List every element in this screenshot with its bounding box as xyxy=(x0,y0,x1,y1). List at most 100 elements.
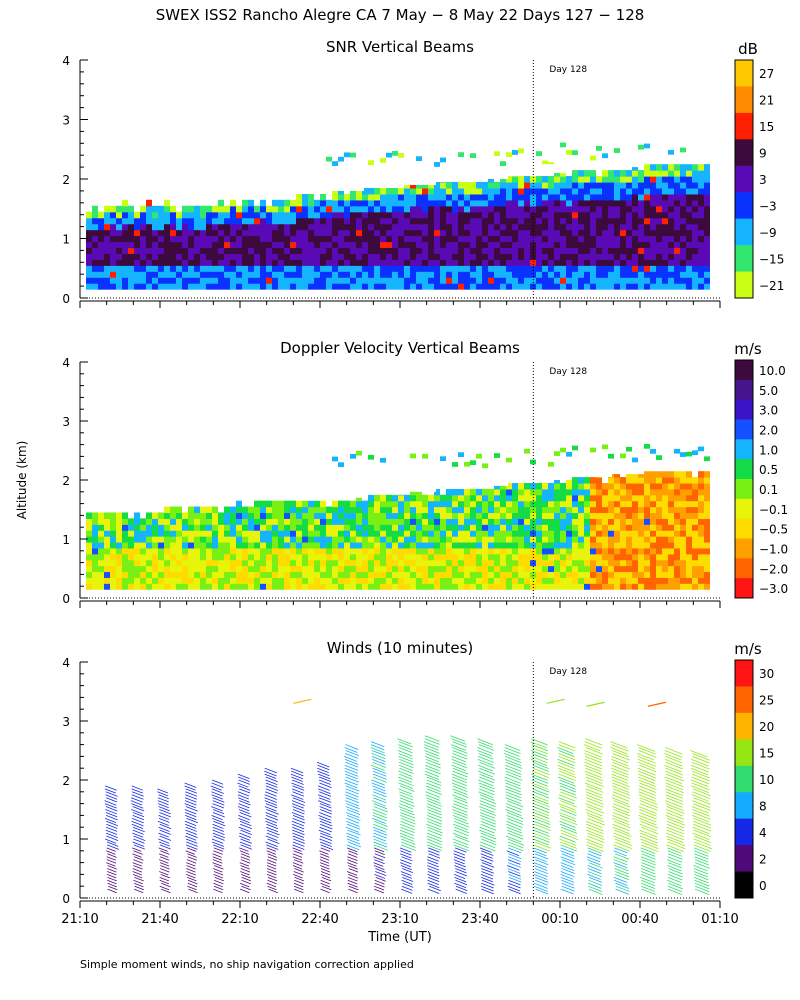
heatmap-cell xyxy=(194,571,200,578)
heatmap-cell xyxy=(596,199,602,207)
wind-barb xyxy=(507,841,524,849)
heatmap-cell xyxy=(602,223,608,231)
heatmap-cell xyxy=(164,524,170,531)
heatmap-cell xyxy=(650,494,656,502)
heatmap-cell xyxy=(152,205,158,213)
heatmap-cell xyxy=(230,547,236,555)
heatmap-cell xyxy=(176,577,182,584)
heatmap-cell xyxy=(350,271,356,278)
heatmap-gap xyxy=(476,477,484,486)
heatmap-cell xyxy=(212,247,218,254)
heatmap-cell xyxy=(554,193,560,201)
heatmap-cell xyxy=(320,524,326,531)
wind-barb xyxy=(560,847,575,854)
heatmap-cell xyxy=(632,471,638,478)
heatmap-cell xyxy=(608,253,614,260)
heatmap-cell xyxy=(578,482,584,490)
heatmap-cell xyxy=(368,524,374,531)
heatmap-cell xyxy=(542,547,548,555)
heatmap-cell xyxy=(146,553,152,561)
heatmap-cell xyxy=(680,571,686,578)
heatmap-cell xyxy=(272,518,278,525)
wind-barb xyxy=(611,756,629,764)
wind-barb xyxy=(613,844,631,852)
heatmap-cell xyxy=(236,500,242,508)
heatmap-cell xyxy=(596,565,602,573)
heatmap-cell xyxy=(110,518,116,525)
heatmap-cell xyxy=(260,223,266,231)
wind-barb xyxy=(160,850,170,855)
heatmap-cell xyxy=(494,193,500,201)
heatmap-cell xyxy=(500,283,506,290)
heatmap-cell xyxy=(314,223,320,231)
heatmap-cell xyxy=(590,199,596,207)
wind-barb xyxy=(584,770,602,779)
heatmap-cell xyxy=(272,500,278,508)
wind-barb xyxy=(694,859,709,866)
wind-barb xyxy=(612,812,630,820)
heatmap-cell xyxy=(98,536,104,543)
heatmap-cell xyxy=(134,211,140,219)
heatmap-cell xyxy=(518,577,524,584)
wind-barb xyxy=(639,823,657,832)
wind-barb xyxy=(560,862,574,868)
heatmap-cell xyxy=(542,277,548,284)
heatmap-gap xyxy=(652,155,660,165)
heatmap-cell xyxy=(644,164,650,171)
heatmap-cell xyxy=(596,247,602,254)
wind-barb xyxy=(130,800,143,806)
heatmap-cell xyxy=(662,181,668,189)
wind-barb xyxy=(184,812,197,818)
heatmap-cell xyxy=(470,193,476,201)
heatmap-cell xyxy=(230,541,236,549)
heatmap-cell xyxy=(332,187,338,195)
heatmap-cell xyxy=(182,583,188,590)
wind-barb xyxy=(293,838,305,844)
heatmap-cell xyxy=(638,477,644,484)
wind-barb xyxy=(159,862,170,867)
heatmap-cell xyxy=(662,565,668,573)
heatmap-cell xyxy=(332,583,338,590)
heatmap-cell xyxy=(386,265,392,272)
heatmap-cell xyxy=(158,536,164,543)
heatmap-cell xyxy=(254,577,260,584)
heatmap-cell xyxy=(428,193,434,201)
heatmap-cell xyxy=(266,536,272,543)
heatmap-gap xyxy=(580,161,588,171)
heatmap-cell xyxy=(662,247,668,254)
heatmap-cell xyxy=(134,223,140,231)
heatmap-cell xyxy=(578,477,584,484)
heatmap-cell xyxy=(320,530,326,537)
heatmap-cell xyxy=(284,512,290,519)
heatmap-cell xyxy=(404,223,410,231)
heatmap-cell xyxy=(572,541,578,549)
heatmap-cell xyxy=(704,283,710,290)
heatmap-cell xyxy=(584,259,590,266)
wind-barb xyxy=(319,791,332,797)
heatmap-cell xyxy=(554,559,560,567)
wind-barb xyxy=(507,832,524,840)
wind-barb xyxy=(132,815,145,821)
heatmap-cell xyxy=(332,223,338,231)
heatmap-cell xyxy=(104,530,110,537)
heatmap-cell xyxy=(656,500,662,508)
heatmap-cell xyxy=(386,277,392,284)
heatmap-cell xyxy=(410,583,416,590)
wind-barb xyxy=(346,847,358,853)
heatmap-cell xyxy=(530,211,536,219)
heatmap-cell xyxy=(392,553,398,561)
wind-barb xyxy=(479,806,495,813)
wind-barb xyxy=(344,747,358,753)
wind-barb xyxy=(639,817,657,826)
wind-barb xyxy=(107,888,117,894)
heatmap-cell xyxy=(584,536,590,543)
wind-barb xyxy=(267,876,278,882)
wind-barb xyxy=(614,865,629,872)
heatmap-cell xyxy=(416,571,422,578)
heatmap-cell xyxy=(158,217,164,225)
heatmap-cell xyxy=(98,512,104,519)
colorbar-label: −1.0 xyxy=(759,542,788,556)
heatmap-cell xyxy=(194,253,200,260)
heatmap-cell xyxy=(188,559,194,567)
heatmap-cell xyxy=(578,547,584,555)
